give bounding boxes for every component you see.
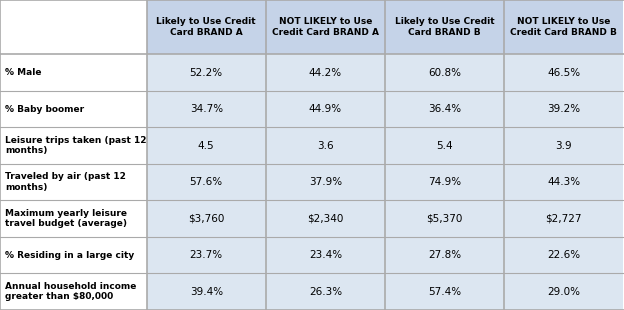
Text: 60.8%: 60.8%: [428, 68, 461, 78]
FancyBboxPatch shape: [504, 91, 623, 127]
Text: NOT LIKELY to Use
Credit Card BRAND B: NOT LIKELY to Use Credit Card BRAND B: [510, 17, 617, 37]
Text: 34.7%: 34.7%: [190, 104, 223, 114]
Text: 4.5: 4.5: [198, 141, 215, 151]
FancyBboxPatch shape: [147, 164, 266, 200]
FancyBboxPatch shape: [0, 237, 147, 273]
FancyBboxPatch shape: [147, 237, 266, 273]
Text: $2,340: $2,340: [307, 214, 344, 224]
FancyBboxPatch shape: [147, 200, 266, 237]
Text: Annual household income
greater than $80,000: Annual household income greater than $80…: [5, 282, 137, 301]
FancyBboxPatch shape: [385, 91, 504, 127]
Text: 29.0%: 29.0%: [547, 287, 580, 297]
FancyBboxPatch shape: [385, 273, 504, 310]
FancyBboxPatch shape: [504, 127, 623, 164]
FancyBboxPatch shape: [385, 127, 504, 164]
FancyBboxPatch shape: [385, 0, 504, 54]
Text: $3,760: $3,760: [188, 214, 225, 224]
FancyBboxPatch shape: [266, 127, 385, 164]
FancyBboxPatch shape: [385, 200, 504, 237]
Text: 37.9%: 37.9%: [309, 177, 342, 187]
FancyBboxPatch shape: [266, 164, 385, 200]
FancyBboxPatch shape: [504, 237, 623, 273]
FancyBboxPatch shape: [504, 164, 623, 200]
Text: 46.5%: 46.5%: [547, 68, 580, 78]
Text: $2,727: $2,727: [545, 214, 582, 224]
FancyBboxPatch shape: [266, 91, 385, 127]
Text: 3.9: 3.9: [555, 141, 572, 151]
FancyBboxPatch shape: [385, 237, 504, 273]
Text: 52.2%: 52.2%: [190, 68, 223, 78]
Text: 27.8%: 27.8%: [428, 250, 461, 260]
FancyBboxPatch shape: [266, 273, 385, 310]
Text: NOT LIKELY to Use
Credit Card BRAND A: NOT LIKELY to Use Credit Card BRAND A: [272, 17, 379, 37]
Text: $5,370: $5,370: [426, 214, 463, 224]
FancyBboxPatch shape: [147, 0, 266, 54]
FancyBboxPatch shape: [147, 91, 266, 127]
FancyBboxPatch shape: [385, 164, 504, 200]
Text: % Residing in a large city: % Residing in a large city: [5, 251, 134, 260]
FancyBboxPatch shape: [147, 127, 266, 164]
Text: 44.2%: 44.2%: [309, 68, 342, 78]
FancyBboxPatch shape: [385, 54, 504, 91]
Text: 44.9%: 44.9%: [309, 104, 342, 114]
Text: Likely to Use Credit
Card BRAND B: Likely to Use Credit Card BRAND B: [395, 17, 494, 37]
Text: 26.3%: 26.3%: [309, 287, 342, 297]
Text: 3.6: 3.6: [317, 141, 334, 151]
FancyBboxPatch shape: [147, 54, 266, 91]
Text: 5.4: 5.4: [436, 141, 453, 151]
FancyBboxPatch shape: [504, 273, 623, 310]
FancyBboxPatch shape: [0, 54, 147, 91]
FancyBboxPatch shape: [504, 200, 623, 237]
Text: 44.3%: 44.3%: [547, 177, 580, 187]
Text: 57.4%: 57.4%: [428, 287, 461, 297]
FancyBboxPatch shape: [266, 0, 385, 54]
FancyBboxPatch shape: [504, 0, 623, 54]
FancyBboxPatch shape: [0, 0, 147, 54]
Text: 23.4%: 23.4%: [309, 250, 342, 260]
Text: 36.4%: 36.4%: [428, 104, 461, 114]
FancyBboxPatch shape: [0, 164, 147, 200]
Text: 39.4%: 39.4%: [190, 287, 223, 297]
Text: 74.9%: 74.9%: [428, 177, 461, 187]
Text: Traveled by air (past 12
months): Traveled by air (past 12 months): [5, 172, 126, 192]
Text: 23.7%: 23.7%: [190, 250, 223, 260]
Text: % Male: % Male: [5, 68, 41, 77]
Text: Likely to Use Credit
Card BRAND A: Likely to Use Credit Card BRAND A: [157, 17, 256, 37]
FancyBboxPatch shape: [0, 273, 147, 310]
FancyBboxPatch shape: [504, 54, 623, 91]
FancyBboxPatch shape: [147, 273, 266, 310]
FancyBboxPatch shape: [0, 200, 147, 237]
Text: % Baby boomer: % Baby boomer: [5, 104, 84, 113]
Text: Leisure trips taken (past 12
months): Leisure trips taken (past 12 months): [5, 136, 147, 155]
Text: 22.6%: 22.6%: [547, 250, 580, 260]
Text: 39.2%: 39.2%: [547, 104, 580, 114]
Text: Maximum yearly leisure
travel budget (average): Maximum yearly leisure travel budget (av…: [5, 209, 127, 228]
FancyBboxPatch shape: [266, 54, 385, 91]
FancyBboxPatch shape: [266, 200, 385, 237]
FancyBboxPatch shape: [266, 237, 385, 273]
FancyBboxPatch shape: [0, 91, 147, 127]
FancyBboxPatch shape: [0, 127, 147, 164]
Text: 57.6%: 57.6%: [190, 177, 223, 187]
